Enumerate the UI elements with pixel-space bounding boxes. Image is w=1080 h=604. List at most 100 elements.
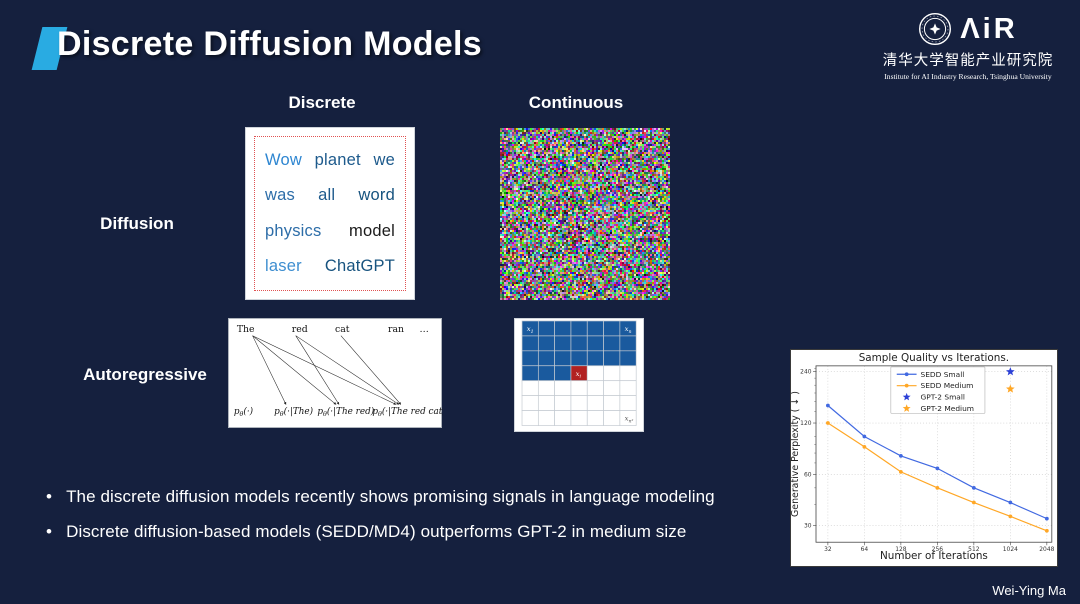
grid-cell: [604, 321, 620, 336]
data-point: [1008, 501, 1012, 505]
column-header-continuous: Continuous: [491, 93, 661, 113]
page-title: Discrete Diffusion Models: [57, 25, 482, 64]
grid-cell: [620, 351, 636, 366]
y-tick-label: 240: [800, 369, 812, 376]
y-tick-label: 60: [804, 471, 812, 478]
data-point: [972, 501, 976, 505]
ar-arrow: [253, 336, 336, 405]
grid-cell: [538, 411, 554, 426]
grid-cell: [604, 366, 620, 381]
grid-cell: [538, 336, 554, 351]
x-axis-label: Number of Iterations: [880, 550, 988, 562]
grid-cell: [571, 336, 587, 351]
word-row: Wow planet we: [265, 151, 395, 170]
grid-cell: [571, 381, 587, 396]
ar-distribution-label: pθ(·|The red cat): [372, 406, 443, 418]
pixel-grid-svg: x1 xn xi xn²: [515, 319, 643, 431]
autoregressive-text-diagram: The red cat ran… pθ(·) pθ(·|The) pθ(·|The red)…: [228, 318, 442, 428]
discrete-diffusion-word-box: Wow planet we was all word physics model laser Ch…: [245, 127, 415, 300]
grid-cell: [522, 411, 538, 426]
grid-cell: [604, 411, 620, 426]
data-point: [862, 445, 866, 449]
bullet-item: • The discrete diffusion models recently …: [46, 487, 806, 507]
ar-distribution-label: pθ(·): [234, 406, 254, 418]
word-row: laser ChatGPT: [265, 257, 395, 276]
word-token: model: [349, 222, 395, 241]
grid-cell: [571, 411, 587, 426]
word-token: planet: [315, 151, 361, 170]
ar-word: The: [237, 324, 255, 335]
legend-label: GPT-2 Small: [921, 393, 965, 402]
bullet-item: • Discrete diffusion-based models (SEDD/M…: [46, 522, 806, 542]
data-point: [972, 486, 976, 490]
data-point: [899, 454, 903, 458]
data-point: [862, 435, 866, 439]
grid-cell: [522, 336, 538, 351]
chart-svg: 32 64 128 256 512 1024 20483060120240 SEDD Smal…: [791, 350, 1057, 566]
word-row: was all word: [265, 186, 395, 205]
ar-arrow: [253, 336, 286, 405]
word-token: word: [358, 186, 395, 205]
institute-logo: ΛiR 清华大学智能产业研究院 Institute for AI Industr…: [868, 12, 1068, 81]
grid-cell: [620, 381, 636, 396]
bullet-text: Discrete diffusion-based models (SEDD/MD…: [66, 522, 686, 542]
word-token: was: [265, 186, 295, 205]
grid-cell: [604, 381, 620, 396]
word-token: Wow: [265, 151, 302, 170]
grid-cell: [555, 396, 571, 411]
word-token: physics: [265, 222, 321, 241]
logo-english-name: Institute for AI Industry Research, Tsin…: [868, 72, 1068, 81]
sample-quality-chart: 32 64 128 256 512 1024 2048 30 60 120 240 SEDD Smal…: [790, 349, 1058, 567]
grid-cell: [538, 351, 554, 366]
grid-cell: [571, 351, 587, 366]
grid-cell: [587, 336, 603, 351]
grid-cell: [555, 336, 571, 351]
bullet-marker: •: [46, 522, 52, 542]
continuous-diffusion-noise-image: [500, 128, 670, 300]
row-label-diffusion: Diffusion: [55, 214, 219, 234]
bullet-list: • The discrete diffusion models recently …: [46, 487, 806, 557]
grid-cell: [555, 411, 571, 426]
grid-cell: [587, 351, 603, 366]
ar-distribution-label: pθ(·|The): [274, 406, 314, 418]
autoregressive-pixel-grid: x1 xn xi xn²: [514, 318, 644, 432]
ar-word: cat: [335, 324, 350, 335]
grid-cell: [604, 336, 620, 351]
data-point: [1045, 517, 1049, 521]
author-name: Wei-Ying Ma: [992, 583, 1066, 598]
chart-title: Sample Quality vs Iterations.: [859, 352, 1009, 364]
row-label-autoregressive: Autoregressive: [55, 365, 235, 385]
grid-cell: [587, 411, 603, 426]
slide: Discrete Diffusion Models ΛiR 清华大学智能产业研究…: [0, 0, 1080, 604]
word-token: laser: [265, 257, 302, 276]
grid-cell: [555, 351, 571, 366]
logo-chinese-name: 清华大学智能产业研究院: [868, 49, 1068, 70]
data-point: [826, 404, 830, 408]
x-tick-label: 2048: [1039, 546, 1054, 553]
ar-arrow: [341, 336, 401, 405]
column-header-discrete: Discrete: [237, 93, 407, 113]
ar-distribution-label: pθ(·|The red): [317, 406, 374, 418]
data-point: [1008, 515, 1012, 519]
bullet-marker: •: [46, 487, 52, 507]
word-grid: Wow planet we was all word physics model laser Ch…: [254, 136, 406, 291]
grid-cell: [555, 381, 571, 396]
data-point: [935, 467, 939, 471]
ar-arrow: [296, 336, 339, 405]
grid-cell: [555, 366, 571, 381]
ar-word: ran: [388, 324, 404, 335]
legend-label: GPT-2 Medium: [921, 404, 975, 413]
grid-cell: [620, 366, 636, 381]
ar-word: …: [419, 324, 428, 335]
x-tick-label: 32: [824, 546, 832, 553]
grid-cell: [522, 351, 538, 366]
word-token: ChatGPT: [325, 257, 395, 276]
data-point: [935, 486, 939, 490]
word-token: we: [374, 151, 396, 170]
ar-arrow: [296, 336, 399, 405]
ar-diagram-svg: The red cat ran …pθ(·) pθ(·|The) pθ(·|The red)…: [229, 319, 443, 427]
word-token: all: [318, 186, 335, 205]
y-tick-label: 120: [800, 420, 812, 427]
grid-cell: [538, 366, 554, 381]
grid-cell: [587, 396, 603, 411]
